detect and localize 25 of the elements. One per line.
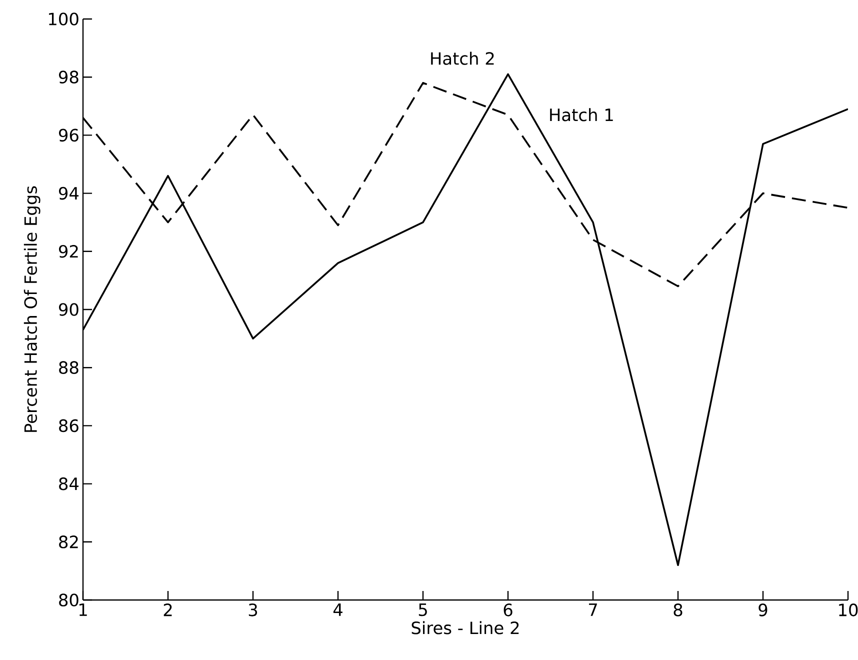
x-tick-label: 10 — [839, 604, 858, 616]
y-tick-label: 80 — [59, 594, 78, 606]
x-tick-label: 7 — [589, 604, 597, 616]
x-tick-label: 6 — [504, 604, 512, 616]
y-tick-label: 84 — [59, 477, 79, 490]
x-tick-label: 5 — [418, 604, 427, 616]
y-tick-label: 88 — [59, 361, 78, 374]
x-tick-label: 9 — [758, 604, 768, 616]
y-tick-label: 90 — [58, 303, 78, 316]
x-tick-label: 2 — [164, 604, 172, 616]
y-axis-title: Percent Hatch Of Fertile Eggs — [24, 186, 40, 432]
y-tick-label: 86 — [59, 419, 78, 432]
x-axis-title: Sires - Line 2 — [412, 621, 519, 634]
y-tick-label: 82 — [59, 535, 78, 548]
x-tick-label: 8 — [674, 604, 682, 616]
series-label: Hatch 2 — [431, 52, 494, 65]
y-tick-label: 94 — [58, 186, 79, 200]
y-tick-label: 92 — [58, 244, 78, 258]
x-tick-label: 4 — [333, 604, 342, 616]
y-tick-label: 96 — [58, 128, 78, 142]
x-tick-label: 3 — [248, 604, 258, 616]
y-tick-label: 100 — [49, 12, 78, 26]
y-tick-label: 98 — [58, 70, 78, 84]
series-label: Hatch 1 — [550, 108, 613, 122]
x-tick-label: 1 — [79, 604, 87, 616]
